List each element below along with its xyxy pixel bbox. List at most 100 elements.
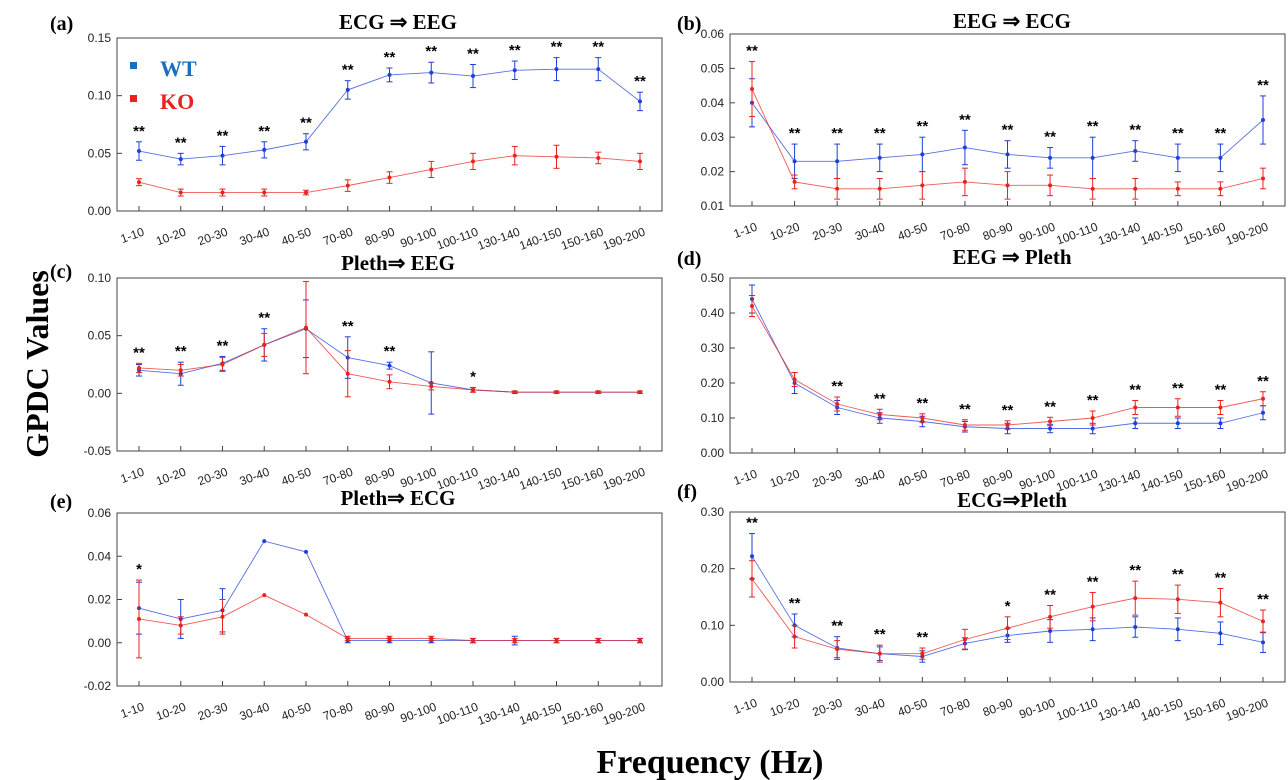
y-tick-label: 0.02 [88,593,112,607]
significance-mark: ** [1087,392,1099,409]
significance-mark: ** [1002,122,1014,139]
data-point [554,154,559,159]
significance-mark: ** [831,618,843,635]
x-tick-label: 150-160 [559,465,605,493]
data-point [137,365,141,370]
significance-mark: ** [1129,122,1141,139]
significance-mark: ** [746,43,758,60]
x-tick-label: 140-150 [1139,696,1185,724]
significance-mark: * [1005,598,1011,615]
data-point [387,379,392,384]
data-point [1133,421,1138,426]
data-point [1175,405,1180,410]
data-point [596,67,601,72]
x-tick-label: 190-200 [601,225,647,253]
chart-panel-6: 0.00 0.10 0.20 0.30 1-10 10-20 20-30 30-40 40-50… [677,481,1286,724]
x-tick-label: 70-80 [938,220,972,244]
y-tick-label: 0.02 [701,165,725,179]
data-point [792,634,797,639]
significance-mark: * [136,561,142,578]
x-tick-label: 20-30 [196,700,230,724]
y-tick-label: 0.00 [88,636,112,650]
significance-mark: ** [258,310,270,327]
significance-mark: ** [133,123,145,140]
x-tick-label: 190-200 [1224,696,1270,724]
x-tick-label: 20-30 [196,465,230,489]
data-point [429,384,434,389]
data-point [877,155,882,160]
legend-label-wt: WT [160,56,197,81]
x-tick-label: 130-140 [1096,467,1142,495]
x-tick-label: 140-150 [517,225,563,253]
significance-mark: ** [634,73,646,90]
y-tick-label: 0.30 [701,505,725,519]
x-tick-label: 150-160 [559,225,605,253]
x-axis-label: Frequency (Hz) [597,744,824,780]
significance-mark: ** [789,595,801,612]
x-tick-label: 140-150 [1139,467,1185,495]
significance-mark: ** [916,395,928,412]
data-point [1133,596,1138,601]
series-line [138,540,640,642]
chart-panel-2: 0.01 0.02 0.03 0.04 0.05 0.06 1-10 10-20 20-30 30… [677,9,1286,248]
x-tick-label: 10-20 [154,465,188,489]
series-ko [749,295,1266,431]
data-point [1133,186,1138,191]
x-tick-label: 20-30 [196,225,230,249]
significance-mark: ** [1172,566,1184,583]
significance-mark: ** [1215,382,1227,399]
data-point [596,638,601,643]
x-tick-label: 190-200 [601,465,647,493]
x-tick-label: 130-140 [1096,220,1142,248]
x-tick-label: 70-80 [321,700,355,724]
data-point [471,74,475,79]
x-tick-label: 90-100 [398,225,438,251]
data-point [877,412,882,417]
x-tick-label: 10-20 [768,467,802,491]
significance-mark: ** [175,134,187,151]
data-point [596,155,601,160]
series-line [138,594,640,642]
data-point [835,159,840,164]
significance-mark: ** [384,49,396,66]
x-tick-label: 140-150 [517,465,563,493]
data-point [1261,619,1265,624]
x-tick-label: 140-150 [517,700,563,728]
significance-mark: ** [1215,570,1227,587]
x-tick-label: 150-160 [1181,696,1227,724]
data-point [1090,155,1095,160]
data-point [638,390,642,395]
data-point [1218,405,1223,410]
data-point [835,402,840,406]
data-point [512,390,517,395]
data-point [1218,600,1223,605]
y-tick-label: 0.00 [88,386,112,400]
panel-letter: (a) [50,13,73,35]
legend-marker-ko [130,95,137,102]
data-point [1218,421,1223,426]
data-point [638,99,642,104]
data-point [1261,176,1265,181]
series-ko [136,144,643,197]
data-point [387,175,392,180]
data-point [220,362,225,367]
y-tick-label: 0.06 [701,27,725,41]
data-point [1218,155,1223,160]
data-point [387,363,392,368]
data-point [1090,426,1095,431]
data-point [1175,421,1180,426]
data-point [262,147,267,152]
y-tick-label: 0.01 [701,199,725,213]
series-line [138,68,641,160]
series-ko [749,61,1266,200]
x-tick-label: 100-110 [1054,220,1100,248]
significance-mark: ** [258,123,270,140]
significance-mark: ** [592,39,604,56]
data-point [1133,148,1138,153]
data-point [1048,629,1053,633]
significance-mark: ** [746,515,758,532]
data-point [1005,183,1010,188]
significance-mark: ** [1002,402,1014,419]
data-point [137,616,141,621]
data-point [304,190,308,195]
